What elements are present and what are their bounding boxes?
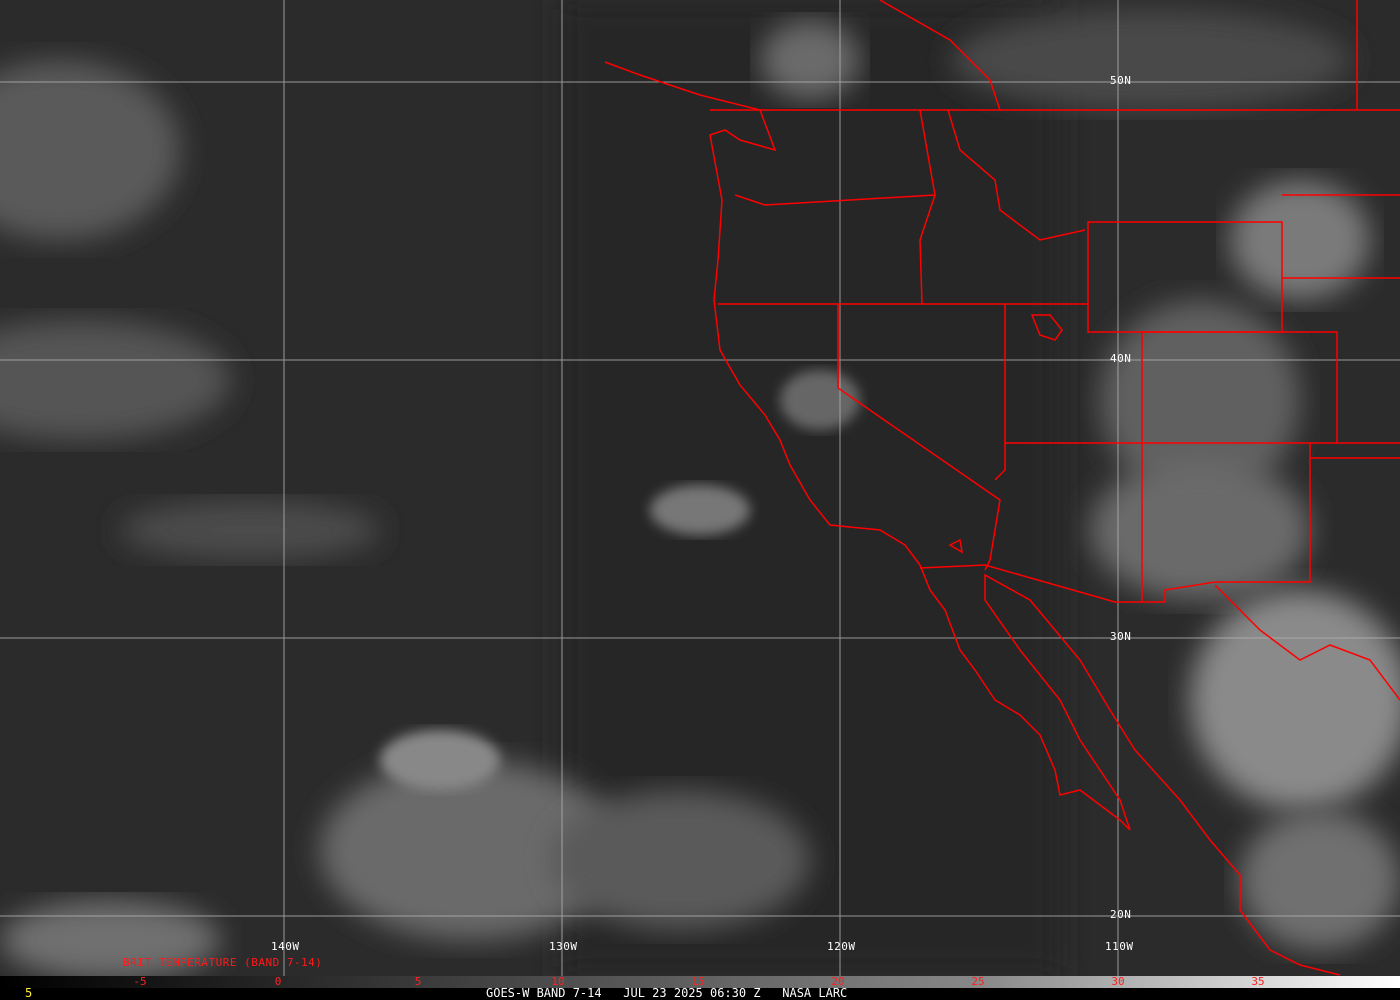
colorbar-tick: 15 (691, 975, 705, 988)
coastline (604, 61, 1341, 976)
lat-lon-grid (0, 0, 1400, 976)
lon-label-110w: 110W (1105, 940, 1134, 953)
border-nv-ut (994, 304, 1006, 481)
footer-caption: GOES-W BAND 7-14 JUL 23 2025 06:30 Z NAS… (486, 986, 847, 1000)
lon-label-140w: 140W (271, 940, 300, 953)
colorbar-tick: 0 (274, 975, 282, 988)
footer-bar (0, 988, 1400, 1000)
lat-label-30n: 30N (1110, 630, 1132, 643)
coastline-and-borders (604, 0, 1400, 976)
border-or-id (919, 194, 936, 305)
border-nm (1164, 443, 1311, 602)
colorbar-tick: 35 (1251, 975, 1265, 988)
footer-left-value: 5 (25, 986, 33, 1000)
colorbar-tick: 20 (831, 975, 845, 988)
lat-label-40n: 40N (1110, 352, 1132, 365)
lat-label-20n: 20N (1110, 908, 1132, 921)
lon-label-120w: 120W (827, 940, 856, 953)
colorbar-tick: 5 (414, 975, 422, 988)
colorbar-tick: 10 (551, 975, 565, 988)
great-salt-lake (1030, 314, 1063, 341)
temperature-colorbar (0, 976, 1400, 988)
border-mexico-east (1214, 584, 1400, 701)
credit: NASA LARC (782, 986, 848, 1000)
border-ca-nv (837, 304, 1001, 571)
satellite-band: GOES-W BAND 7-14 (486, 986, 602, 1000)
border-id-mt (947, 109, 1086, 241)
border-canada-bc (879, 0, 1001, 111)
colorbar-tick: 30 (1111, 975, 1125, 988)
colorbar-tick: 25 (971, 975, 985, 988)
border-us-mexico (919, 564, 1165, 603)
legend-title: BRIT TEMPERATURE (BAND 7-14) (123, 956, 323, 969)
lat-label-50n: 50N (1110, 74, 1132, 87)
image-datetime: JUL 23 2025 06:30 Z (623, 986, 761, 1000)
lon-label-130w: 130W (549, 940, 578, 953)
border-wa-or (734, 109, 936, 206)
colorbar-tick: -5 (133, 975, 147, 988)
border-co (1142, 331, 1338, 443)
salton-lake (948, 538, 964, 554)
